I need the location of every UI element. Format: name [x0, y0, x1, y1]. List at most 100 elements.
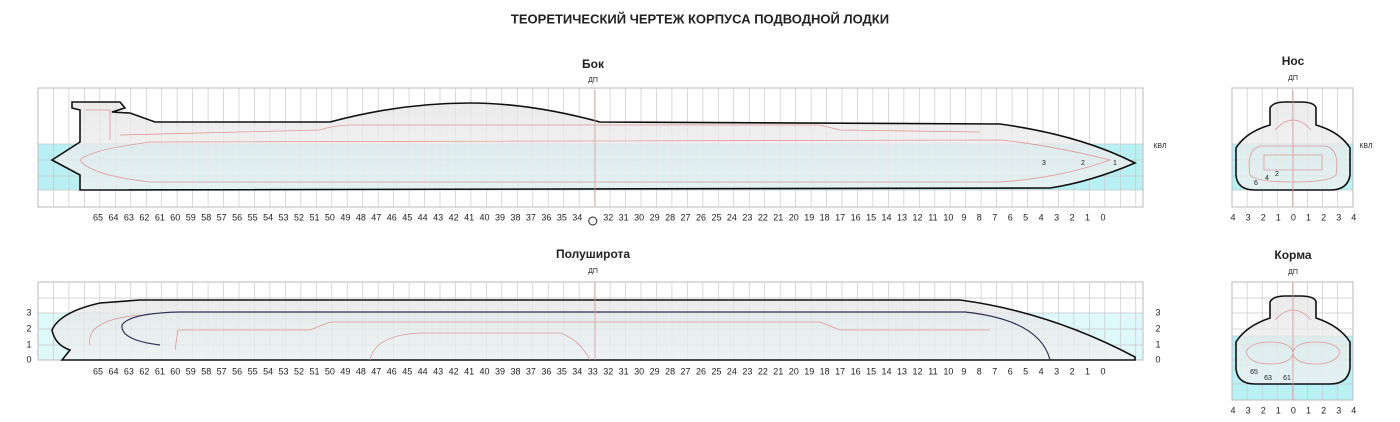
- station-label: 24: [727, 212, 737, 222]
- station-label: 2: [1070, 366, 1075, 376]
- scale-label: 0: [1291, 212, 1296, 222]
- station-label: 17: [835, 212, 845, 222]
- station-label: 63: [124, 366, 134, 376]
- frame-number: 6: [1254, 180, 1258, 187]
- station-label: 47: [371, 366, 381, 376]
- station-label: 59: [186, 366, 196, 376]
- station-label: 12: [912, 366, 922, 376]
- station-label: 2: [1070, 212, 1075, 222]
- station-label: 22: [758, 212, 768, 222]
- station-label: 48: [356, 212, 366, 222]
- station-label: 19: [804, 366, 814, 376]
- station-label: 7: [992, 366, 997, 376]
- station-label: 15: [866, 212, 876, 222]
- station-label: 23: [742, 212, 752, 222]
- station-label: 47: [371, 212, 381, 222]
- waterline-number: 3: [1155, 307, 1160, 317]
- station-label: 44: [418, 212, 428, 222]
- station-label: 21: [773, 212, 783, 222]
- plan-hull: [51, 299, 1136, 361]
- frame-number: 4: [1265, 175, 1269, 182]
- station-label: 60: [170, 366, 180, 376]
- station-label: 43: [433, 212, 443, 222]
- station-label: 54: [263, 366, 273, 376]
- station-label: 11: [928, 366, 937, 376]
- frame-number: 65: [1250, 369, 1258, 376]
- centerline-label: ДП: [588, 268, 598, 275]
- station-label: 45: [402, 212, 412, 222]
- waterline-number: 1: [26, 339, 31, 349]
- station-label: 7: [992, 212, 997, 222]
- centerline-label: ДП: [1288, 269, 1298, 276]
- station-label: 61: [155, 366, 165, 376]
- scale-label: 2: [1321, 405, 1326, 415]
- scale-label: 4: [1351, 405, 1356, 415]
- station-label: 37: [526, 212, 536, 222]
- station-label: 31: [619, 366, 629, 376]
- station-label: 3: [1054, 212, 1059, 222]
- station-label: 42: [449, 366, 459, 376]
- station-label: 51: [309, 366, 319, 376]
- station-label: 11: [928, 212, 937, 222]
- station-label: 53: [279, 212, 289, 222]
- station-label: 32: [603, 212, 613, 222]
- frame-number: 63: [1264, 375, 1272, 382]
- scale-label: 2: [1321, 212, 1326, 222]
- station-label: 40: [480, 366, 490, 376]
- station-label: 34: [572, 366, 582, 376]
- station-label: 42: [449, 212, 459, 222]
- station-label: 54: [263, 212, 273, 222]
- station-label: 9: [961, 366, 966, 376]
- station-label: 18: [820, 366, 830, 376]
- station-label: 16: [851, 366, 861, 376]
- waterline-label: КВЛ: [1359, 143, 1373, 150]
- station-label: 62: [139, 212, 149, 222]
- side-hull: [50, 101, 1137, 191]
- station-label: 48: [356, 366, 366, 376]
- station-label: 35: [557, 212, 567, 222]
- frame-number: 61: [1283, 375, 1291, 382]
- station-label: 10: [943, 212, 953, 222]
- scale-label: 3: [1336, 212, 1341, 222]
- station-label: 26: [696, 212, 706, 222]
- centerline-label: ДП: [588, 77, 598, 84]
- station-label: 4: [1039, 212, 1044, 222]
- station-label: 49: [340, 212, 350, 222]
- station-label: 59: [186, 212, 196, 222]
- waterline-number: 1: [1113, 160, 1117, 167]
- station-label: 0: [1100, 212, 1105, 222]
- station-label: 40: [480, 212, 490, 222]
- side-title: Бок: [582, 57, 605, 71]
- station-label: 31: [619, 212, 629, 222]
- station-label: 4: [1039, 366, 1044, 376]
- scale-label: 4: [1230, 212, 1235, 222]
- station-label: 13: [897, 212, 907, 222]
- station-label: 1: [1085, 366, 1090, 376]
- station-label: 14: [882, 212, 892, 222]
- station-label: 22: [758, 366, 768, 376]
- station-label: 12: [912, 212, 922, 222]
- station-label: 36: [541, 212, 551, 222]
- station-label: 64: [108, 212, 118, 222]
- station-label: 58: [201, 366, 211, 376]
- station-label: 46: [387, 366, 397, 376]
- station-label: 57: [217, 366, 227, 376]
- station-label: 38: [510, 212, 520, 222]
- scale-label: 0: [1291, 405, 1296, 415]
- station-label: 0: [1100, 366, 1105, 376]
- waterline-number: 2: [1155, 323, 1160, 333]
- station-label: 17: [835, 366, 845, 376]
- station-label: 65: [93, 366, 103, 376]
- scale-label: 4: [1351, 212, 1356, 222]
- station-label: 28: [665, 212, 675, 222]
- station-label: 29: [650, 366, 660, 376]
- station-label: 57: [217, 212, 227, 222]
- station-label: 21: [773, 366, 783, 376]
- station-label: 52: [294, 366, 304, 376]
- station-label: 20: [789, 212, 799, 222]
- station-label: 63: [124, 212, 134, 222]
- frame: [1231, 281, 1354, 401]
- station-label: 23: [742, 366, 752, 376]
- bow-title: Нос: [1282, 54, 1305, 68]
